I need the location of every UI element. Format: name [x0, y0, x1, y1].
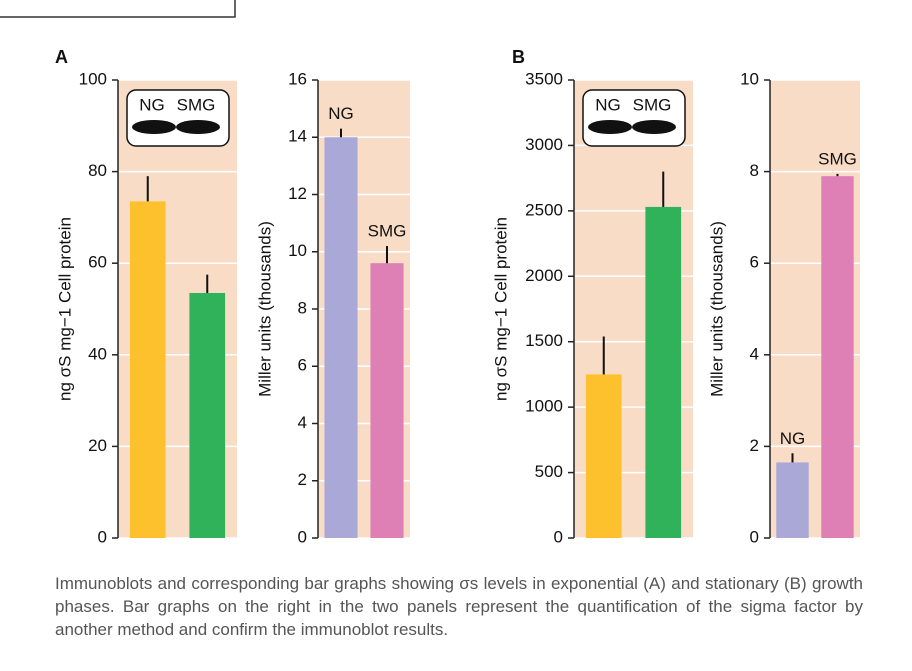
bar-label: SMG — [818, 149, 857, 168]
y-tick-label: 20 — [88, 436, 107, 455]
bar-label: NG — [328, 104, 354, 123]
blot-band — [132, 120, 176, 134]
y-tick-label: 2 — [298, 470, 307, 489]
blot-band — [176, 120, 220, 134]
figure: A B 020406080100ng σS mg−1 Cell proteinN… — [0, 0, 912, 671]
caption: Immunoblots and corresponding bar graphs… — [55, 572, 863, 641]
y-tick-label: 16 — [288, 69, 307, 88]
bar — [130, 201, 166, 538]
y-tick-label: 2000 — [525, 266, 563, 285]
panel-label: B — [512, 47, 525, 67]
y-tick-label: 60 — [88, 253, 107, 272]
y-tick-label: 8 — [750, 161, 759, 180]
y-tick-label: 2 — [750, 436, 759, 455]
y-tick-label: 6 — [298, 356, 307, 375]
y-tick-label: 2500 — [525, 200, 563, 219]
y-tick-label: 10 — [740, 69, 759, 88]
y-tick-label: 1000 — [525, 397, 563, 416]
bar — [586, 374, 622, 538]
panel-label: A — [55, 47, 68, 67]
y-tick-label: 100 — [79, 69, 107, 88]
y-tick-label: 3500 — [525, 69, 563, 88]
y-tick-label: 14 — [288, 127, 307, 146]
page: {"panels": ["A", "B"], "chart_data": [ {… — [0, 0, 912, 671]
bar-label: NG — [780, 429, 806, 448]
y-tick-label: 0 — [554, 527, 563, 546]
y-tick-label: 1500 — [525, 331, 563, 350]
y-axis-label: ng σS mg−1 Cell protein — [55, 217, 74, 401]
y-tick-label: 0 — [98, 527, 107, 546]
blot-label: NG — [595, 95, 621, 114]
y-tick-label: 4 — [298, 413, 307, 432]
y-tick-label: 8 — [298, 298, 307, 317]
bar-label: SMG — [368, 222, 407, 241]
bar — [776, 462, 808, 538]
bar — [821, 176, 853, 538]
bar — [370, 263, 403, 538]
y-axis-label: ng σS mg−1 Cell protein — [491, 217, 510, 401]
y-tick-label: 12 — [288, 184, 307, 203]
y-axis-label: Miller units (thousands) — [255, 221, 274, 397]
y-axis-label: Miller units (thousands) — [707, 221, 726, 397]
y-tick-label: 3000 — [525, 135, 563, 154]
y-tick-label: 80 — [88, 161, 107, 180]
bar — [189, 293, 225, 538]
y-tick-label: 0 — [298, 527, 307, 546]
y-tick-label: 0 — [750, 527, 759, 546]
bar — [645, 207, 681, 538]
blot-band — [632, 120, 676, 134]
y-tick-label: 500 — [535, 462, 563, 481]
frame-corner — [0, 0, 235, 17]
blot-label: NG — [139, 95, 165, 114]
y-tick-label: 10 — [288, 241, 307, 260]
y-tick-label: 4 — [750, 344, 759, 363]
blot-label: SMG — [177, 95, 216, 114]
y-tick-label: 6 — [750, 253, 759, 272]
blot-band — [588, 120, 632, 134]
y-tick-label: 40 — [88, 344, 107, 363]
blot-label: SMG — [633, 95, 672, 114]
bar — [324, 137, 357, 538]
